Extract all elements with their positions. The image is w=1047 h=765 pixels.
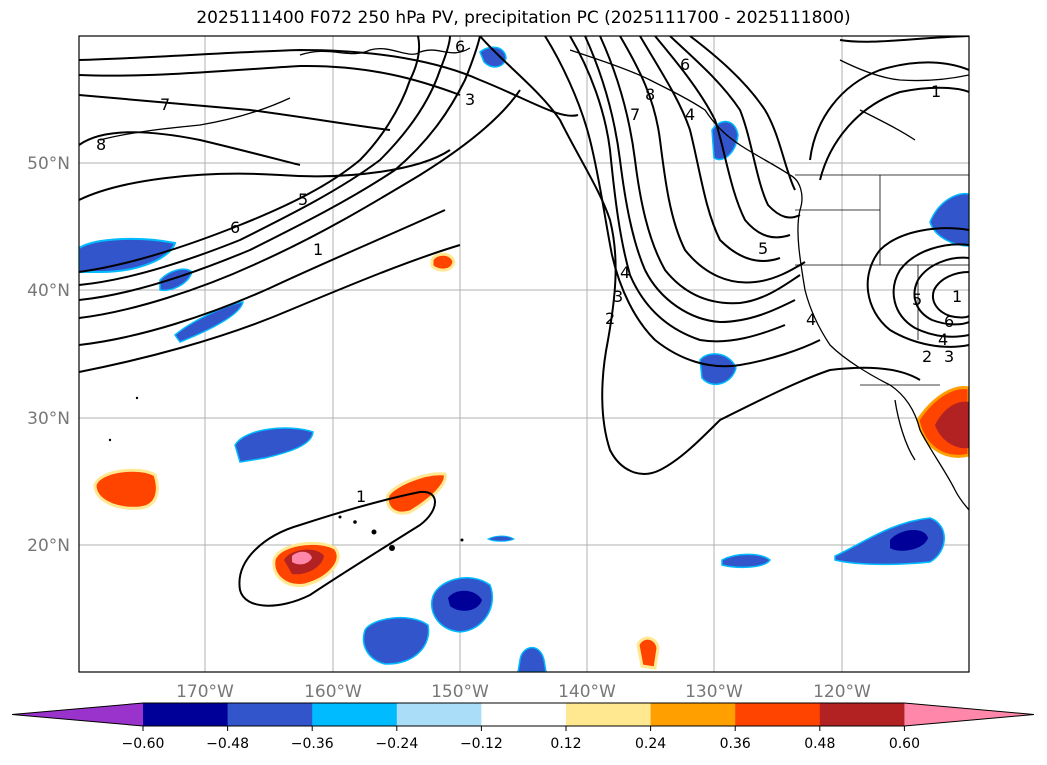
contour-label: 4 <box>938 330 948 349</box>
colorbar-tick-label: 0.48 <box>804 736 835 752</box>
contour-label: 6 <box>680 55 690 74</box>
contour-label: 7 <box>160 95 170 114</box>
colorbar-segment <box>566 703 652 726</box>
latitude-labels: 50°N 40°N 30°N 20°N <box>27 154 70 556</box>
contour-label: 3 <box>944 347 954 366</box>
contour-label: 5 <box>758 239 768 258</box>
contour-label: 6 <box>455 37 465 56</box>
contour-label: 6 <box>230 218 240 237</box>
colorbar-segment <box>312 703 398 726</box>
contour-label: 2 <box>605 309 615 328</box>
map-background <box>79 36 969 672</box>
colorbar-extend-low <box>12 703 143 726</box>
colorbar-extend-high <box>904 703 1034 726</box>
lon-label: 140°W <box>558 682 616 702</box>
lon-label: 170°W <box>176 682 234 702</box>
colorbar-tick-label: −0.36 <box>291 736 334 752</box>
contour-label: 1 <box>313 240 323 259</box>
contour-label: 3 <box>465 90 475 109</box>
contour-labels: 7 8 3 1 6 6 5 1 4 3 2 7 8 6 5 4 4 5 6 4 … <box>96 37 962 506</box>
lon-label: 130°W <box>685 682 743 702</box>
contour-label: 7 <box>630 105 640 124</box>
colorbar-segment <box>650 703 736 726</box>
colorbar-tick-label: 0.36 <box>720 736 751 752</box>
colorbar-tick-label: −0.48 <box>206 736 249 752</box>
colorbar-segment <box>143 703 229 726</box>
islands <box>108 396 464 551</box>
precip-positive-areas <box>93 252 969 670</box>
longitude-labels: 170°W 160°W 150°W 140°W 130°W 120°W <box>176 682 871 702</box>
contour-label: 8 <box>96 135 106 154</box>
lon-label: 160°W <box>304 682 362 702</box>
coastlines <box>99 47 969 511</box>
contour-label: 8 <box>645 85 655 104</box>
colorbar-tick-label: 0.12 <box>550 736 581 752</box>
lat-label: 40°N <box>27 281 70 301</box>
map-title: 2025111400 F072 250 hPa PV, precipitatio… <box>196 8 851 28</box>
colorbar-segment <box>227 703 313 726</box>
colorbar: −0.60 −0.48 −0.36 −0.24 −0.12 0.12 0.24 0.36 0.4… <box>11 702 1035 752</box>
colorbar-tick-label: −0.12 <box>460 736 503 752</box>
colorbar-tick-label: 0.60 <box>889 736 920 752</box>
precip-negative-areas <box>79 46 969 672</box>
colorbar-segment <box>819 703 905 726</box>
lat-label: 50°N <box>27 154 70 174</box>
contour-label: 5 <box>912 290 922 309</box>
contour-label: 1 <box>931 82 941 101</box>
colorbar-segment <box>481 703 567 726</box>
lon-label: 150°W <box>431 682 489 702</box>
contour-label: 2 <box>922 347 932 366</box>
colorbar-tick-label: −0.24 <box>375 736 418 752</box>
contour-label: 1 <box>356 487 366 506</box>
colorbar-tick-label: 0.24 <box>635 736 666 752</box>
colorbar-tick-label: −0.60 <box>122 736 165 752</box>
contour-label: 6 <box>944 312 954 331</box>
map-frame <box>78 35 970 673</box>
contour-label: 4 <box>620 263 630 282</box>
contour-label: 4 <box>806 310 816 329</box>
contour-label: 3 <box>613 287 623 306</box>
lat-label: 30°N <box>27 409 70 429</box>
pv-contours <box>79 36 969 607</box>
contour-label: 5 <box>298 190 308 209</box>
lon-label: 120°W <box>813 682 871 702</box>
contour-label: 1 <box>952 287 962 306</box>
political-borders <box>795 174 969 386</box>
lat-label: 20°N <box>27 536 70 556</box>
colorbar-segment <box>396 703 482 726</box>
contour-label: 4 <box>685 105 695 124</box>
colorbar-segment <box>735 703 821 726</box>
